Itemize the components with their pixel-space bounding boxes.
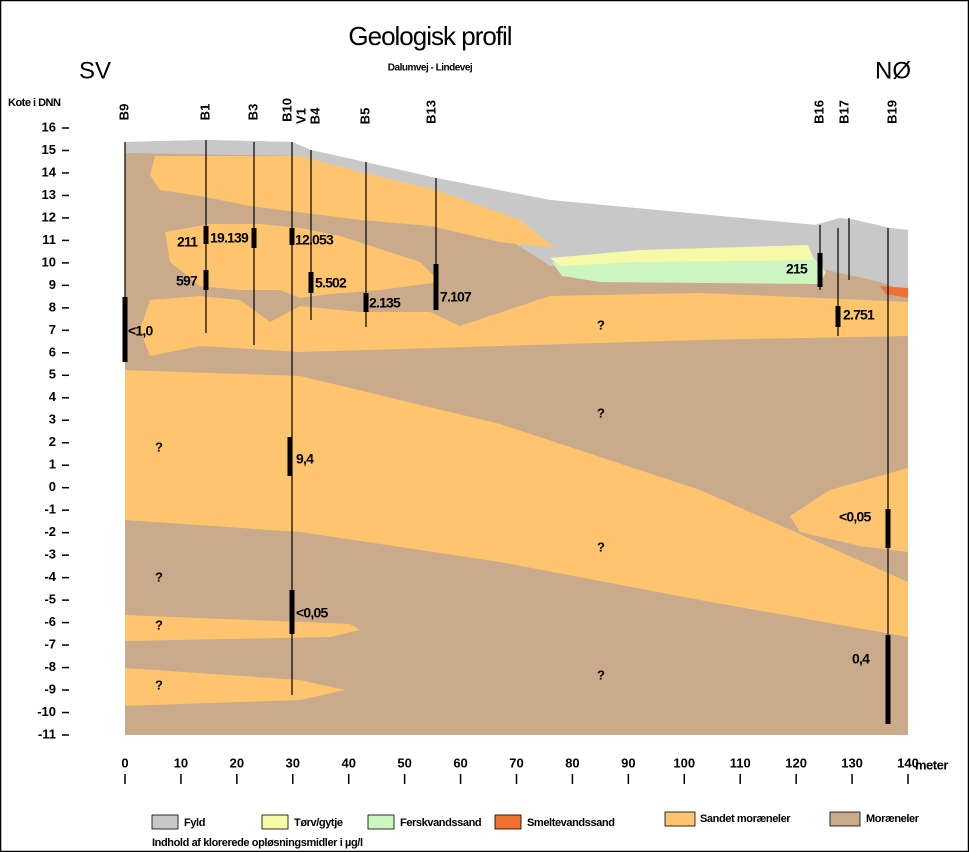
x-tick-label: 140: [897, 755, 919, 770]
y-tick-label: -3: [44, 547, 56, 562]
concentration: 5.502: [315, 275, 347, 291]
question-mark: ?: [597, 539, 605, 554]
x-tick-label: 0: [121, 755, 128, 770]
y-tick-label: 8: [49, 299, 56, 314]
legend-label: Smeltevandssand: [527, 817, 615, 829]
y-tick-label: 0: [49, 479, 56, 494]
concentration: 7.107: [440, 289, 472, 305]
y-tick-label: -2: [44, 524, 56, 539]
footnote: Indhold af klorerede opløsningsmidler i …: [152, 837, 363, 849]
borehole-label: B13: [423, 100, 438, 124]
x-tick-label: 60: [453, 755, 467, 770]
y-axis-label: Kote i DNN: [8, 97, 61, 109]
direction-left: SV: [79, 57, 111, 84]
y-tick-label: 14: [42, 164, 57, 179]
y-tick-label: -1: [44, 502, 56, 517]
concentration: 19.139: [210, 230, 249, 246]
x-tick-label: 100: [673, 755, 695, 770]
concentration: 211: [177, 234, 198, 250]
legend-swatch: [665, 812, 695, 826]
y-tick-label: 15: [42, 142, 56, 157]
concentration: 2.135: [369, 295, 401, 311]
subtitle: Dalumvej - Lindevej: [388, 63, 473, 74]
y-tick-label: 3: [49, 412, 56, 427]
y-tick-label: 16: [42, 119, 56, 134]
legend-swatch: [152, 815, 178, 829]
concentration: 12.053: [295, 232, 334, 248]
borehole-label: B5: [357, 108, 372, 125]
legend-label: Sandet moræneler: [700, 813, 791, 825]
concentration: <1,0: [128, 323, 153, 339]
borehole-label: B17: [836, 100, 851, 124]
y-tick-label: -4: [44, 569, 56, 584]
concentration: 597: [176, 273, 198, 289]
x-tick-label: 120: [785, 755, 807, 770]
y-tick-label: -5: [44, 592, 56, 607]
x-tick-label: 20: [230, 755, 244, 770]
legend-label: Fyld: [184, 817, 205, 829]
legend-label: Tørv/gytje: [294, 817, 343, 829]
x-tick-label: 130: [841, 755, 863, 770]
y-tick-label: -7: [44, 637, 56, 652]
x-unit: meter: [915, 757, 948, 772]
x-tick-label: 30: [286, 755, 300, 770]
question-mark: ?: [155, 617, 163, 632]
y-tick-label: 6: [49, 344, 56, 359]
concentration: 2.751: [843, 307, 875, 323]
legend-swatch: [368, 815, 394, 829]
concentration: 0,4: [852, 651, 870, 667]
direction-right: NØ: [875, 57, 911, 84]
y-tick-label: 1: [49, 457, 56, 472]
geological-profile: Geologisk profil Dalumvej - Lindevej SV …: [0, 0, 969, 852]
borehole-label: B9: [116, 104, 131, 121]
question-mark: ?: [597, 317, 605, 332]
question-mark: ?: [155, 439, 163, 454]
y-tick-label: -6: [44, 614, 56, 629]
concentration: <0,05: [839, 509, 871, 525]
borehole-label: B3: [245, 104, 260, 121]
y-tick-label: 4: [49, 389, 57, 404]
y-tick-label: -8: [44, 659, 56, 674]
question-mark: ?: [597, 667, 605, 682]
legend-label: Moræneler: [866, 813, 920, 825]
legend-swatch: [495, 815, 521, 829]
question-mark: ?: [155, 569, 163, 584]
y-tick-label: -11: [38, 726, 56, 741]
concentration: <0,05: [296, 605, 328, 621]
legend-swatch: [830, 812, 860, 826]
x-tick-label: 10: [174, 755, 188, 770]
concentration: 9,4: [296, 451, 314, 467]
borehole-label: B1: [197, 104, 212, 121]
x-tick-label: 110: [730, 755, 751, 770]
question-mark: ?: [155, 677, 163, 692]
borehole-label: B10: [279, 98, 294, 122]
y-tick-label: 7: [49, 322, 56, 337]
x-tick-label: 40: [341, 755, 355, 770]
borehole-label: B4: [307, 107, 322, 124]
y-tick-label: -10: [37, 704, 56, 719]
legend-label: Ferskvandssand: [400, 817, 481, 829]
legend-swatch: [262, 815, 288, 829]
y-tick-label: 11: [42, 232, 56, 247]
y-tick-label: 10: [42, 254, 56, 269]
borehole-label: V1: [293, 108, 308, 124]
y-tick-label: 12: [42, 209, 56, 224]
y-tick-label: 9: [49, 277, 56, 292]
x-tick-label: 70: [509, 755, 523, 770]
y-tick-label: 5: [49, 367, 56, 382]
question-mark: ?: [597, 405, 605, 420]
title: Geologisk profil: [348, 21, 511, 51]
borehole-label: B16: [811, 100, 826, 124]
x-tick-label: 90: [621, 755, 635, 770]
x-tick-label: 50: [397, 755, 411, 770]
borehole-label: B19: [884, 100, 899, 124]
y-tick-label: 13: [42, 187, 56, 202]
x-tick-label: 80: [565, 755, 579, 770]
y-tick-label: 2: [49, 434, 56, 449]
y-tick-label: -9: [44, 681, 56, 696]
concentration: 215: [786, 261, 808, 277]
